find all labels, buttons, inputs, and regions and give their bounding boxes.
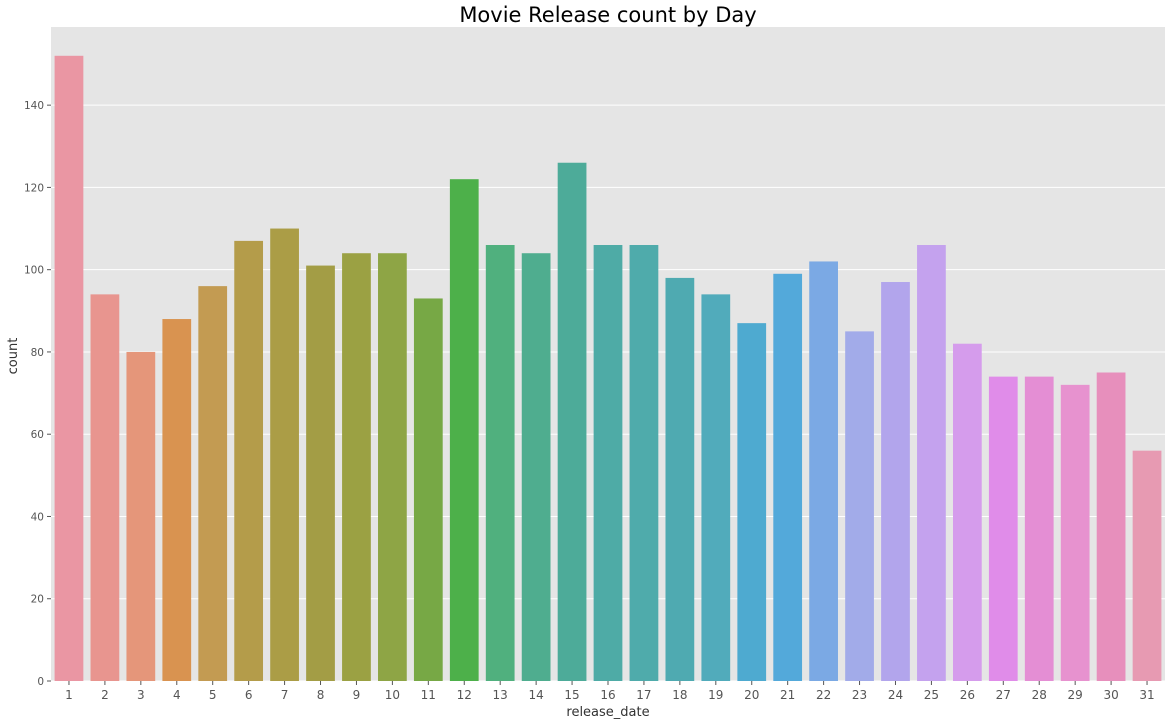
bar-24 [881,282,910,681]
x-tick-label: 23 [852,688,867,702]
chart-title: Movie Release count by Day [459,3,756,27]
x-tick-label: 9 [353,688,361,702]
y-tick-label: 40 [31,511,44,523]
x-tick-label: 5 [209,688,217,702]
x-tick-label: 27 [996,688,1011,702]
bar-22 [809,261,838,681]
x-tick-label: 26 [960,688,975,702]
x-axis-label: release_date [566,705,649,720]
bar-29 [1060,384,1090,681]
x-tick-label: 12 [457,688,472,702]
bar-18 [665,277,695,681]
x-tick-label: 31 [1139,688,1154,702]
x-tick-label: 28 [1032,688,1047,702]
x-tick-label: 7 [281,688,289,702]
x-tick-label: 13 [493,688,508,702]
x-tick-label: 16 [600,688,615,702]
x-tick-label: 3 [137,688,145,702]
bar-13 [485,245,515,681]
x-tick-label: 14 [528,688,543,702]
bar-16 [593,245,623,681]
bar-20 [737,323,767,681]
bar-19 [701,294,731,681]
bar-6 [234,240,264,682]
bar-30 [1096,372,1126,681]
y-tick-label: 0 [37,676,44,688]
bar-8 [306,265,335,681]
x-tick-label: 1 [65,688,73,702]
y-tick-label: 120 [24,182,44,194]
x-tick-label: 4 [173,688,181,702]
bar-14 [521,253,551,681]
x-tick-label: 8 [317,688,325,702]
x-tick-label: 6 [245,688,253,702]
x-tick-label: 25 [924,688,939,702]
x-tick-label: 18 [672,688,687,702]
bar-4 [162,319,192,681]
x-tick-label: 19 [708,688,723,702]
x-tick-label: 10 [385,688,400,702]
bar-2 [90,294,120,681]
y-tick-label: 100 [24,265,44,277]
x-tick-label: 11 [421,688,436,702]
bar-9 [342,253,371,681]
bar-1 [54,55,84,681]
y-axis-label: count [6,338,21,375]
x-tick-label: 29 [1068,688,1083,702]
x-axis-ticks: 1 2 3 4 5 6 7 8 9 10 11 12 13 14 15 16 17 18 19 20 21 22 23 24 2… [65,681,1155,702]
y-tick-label: 80 [31,347,44,359]
x-tick-label: 17 [636,688,651,702]
bar-25 [917,245,946,681]
bar-10 [378,253,407,681]
bar-21 [773,273,803,681]
y-tick-label: 60 [31,429,44,441]
bar-23 [845,331,874,681]
bar-28 [1024,376,1054,681]
x-tick-label: 2 [101,688,109,702]
y-tick-label: 140 [24,100,44,112]
bar-17 [629,245,659,681]
y-tick-label: 20 [31,594,44,606]
x-tick-label: 20 [744,688,759,702]
bar-11 [413,298,443,681]
bar-27 [988,376,1018,681]
bar-12 [449,179,479,682]
bar-31 [1132,450,1162,681]
x-tick-label: 30 [1103,688,1118,702]
x-tick-label: 21 [780,688,795,702]
bar-7 [270,228,299,681]
bar-26 [952,343,982,681]
bar-3 [126,351,156,681]
x-tick-label: 22 [816,688,831,702]
x-tick-label: 15 [564,688,579,702]
x-tick-label: 24 [888,688,903,702]
y-axis-ticks: 0 20 40 60 80 100 120 140 [24,100,51,688]
bars [54,55,1162,682]
bar-5 [198,286,228,681]
bar-15 [557,162,587,682]
